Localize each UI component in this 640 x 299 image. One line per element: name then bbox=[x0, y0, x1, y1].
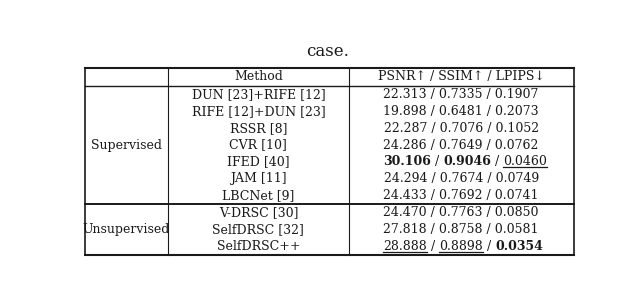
Text: 0.0460: 0.0460 bbox=[504, 155, 547, 168]
Text: /: / bbox=[491, 155, 504, 168]
Text: Method: Method bbox=[234, 71, 283, 83]
Text: Unsupervised: Unsupervised bbox=[83, 223, 170, 236]
Text: RIFE [12]+DUN [23]: RIFE [12]+DUN [23] bbox=[191, 105, 325, 118]
Text: LBCNet [9]: LBCNet [9] bbox=[222, 189, 294, 202]
Text: 30.106: 30.106 bbox=[383, 155, 431, 168]
Text: 19.898 / 0.6481 / 0.2073: 19.898 / 0.6481 / 0.2073 bbox=[383, 105, 539, 118]
Text: IFED [40]: IFED [40] bbox=[227, 155, 290, 168]
Text: 22.313 / 0.7335 / 0.1907: 22.313 / 0.7335 / 0.1907 bbox=[383, 88, 539, 101]
Text: 27.818 / 0.8758 / 0.0581: 27.818 / 0.8758 / 0.0581 bbox=[383, 223, 539, 236]
Text: JAM [11]: JAM [11] bbox=[230, 173, 287, 185]
Text: 28.888: 28.888 bbox=[383, 240, 427, 253]
Text: 24.294 / 0.7674 / 0.0749: 24.294 / 0.7674 / 0.0749 bbox=[383, 173, 539, 185]
Text: 0.0354: 0.0354 bbox=[495, 240, 543, 253]
Text: /: / bbox=[427, 240, 439, 253]
Text: Supervised: Supervised bbox=[91, 138, 162, 152]
Text: CVR [10]: CVR [10] bbox=[230, 138, 287, 152]
Text: 24.433 / 0.7692 / 0.0741: 24.433 / 0.7692 / 0.0741 bbox=[383, 189, 539, 202]
Text: /: / bbox=[431, 155, 444, 168]
Text: case.: case. bbox=[307, 43, 349, 60]
Text: SelfDRSC++: SelfDRSC++ bbox=[217, 240, 300, 253]
Text: 24.286 / 0.7649 / 0.0762: 24.286 / 0.7649 / 0.0762 bbox=[383, 138, 539, 152]
Text: 24.470 / 0.7763 / 0.0850: 24.470 / 0.7763 / 0.0850 bbox=[383, 206, 539, 219]
Text: DUN [23]+RIFE [12]: DUN [23]+RIFE [12] bbox=[191, 88, 325, 101]
Text: V-DRSC [30]: V-DRSC [30] bbox=[219, 206, 298, 219]
Text: /: / bbox=[483, 240, 495, 253]
Text: 0.9046: 0.9046 bbox=[444, 155, 491, 168]
Text: RSSR [8]: RSSR [8] bbox=[230, 122, 287, 135]
Text: SelfDRSC [32]: SelfDRSC [32] bbox=[212, 223, 305, 236]
Text: 22.287 / 0.7076 / 0.1052: 22.287 / 0.7076 / 0.1052 bbox=[383, 122, 539, 135]
Text: 0.8898: 0.8898 bbox=[439, 240, 483, 253]
Text: PSNR↑ / SSIM↑ / LPIPS↓: PSNR↑ / SSIM↑ / LPIPS↓ bbox=[378, 71, 545, 83]
